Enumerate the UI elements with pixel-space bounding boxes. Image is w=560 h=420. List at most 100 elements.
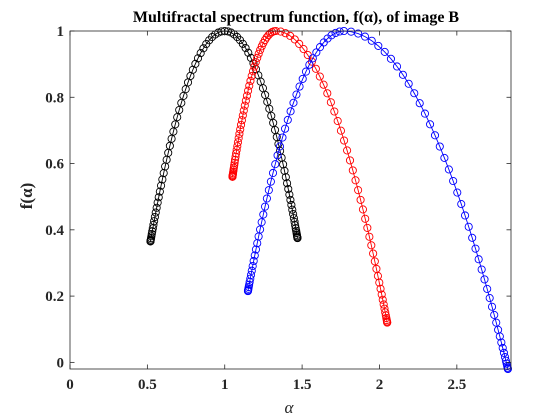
series-3-point: [273, 151, 282, 160]
series-2-point: [323, 89, 332, 98]
series-3-point: [268, 168, 278, 178]
axes-layer: 0 0.5 1 1.5 2 2.5 0 0.2 0.4 0.6 0.8 1: [45, 24, 512, 393]
series-3-point: [305, 60, 314, 69]
series-2-point: [239, 106, 248, 115]
series-3-point: [461, 211, 470, 220]
series-2-point: [356, 195, 365, 204]
series-3-point: [248, 262, 257, 271]
series-3-point: [444, 165, 453, 174]
series-2-point: [299, 45, 308, 54]
series-1-point: [289, 210, 298, 219]
series-2-point: [251, 58, 260, 67]
series-3-point: [298, 74, 307, 83]
series-layer: [146, 26, 512, 374]
series-3-point: [415, 99, 424, 108]
series-1-point: [293, 234, 302, 243]
x-tick-label: 2: [376, 377, 384, 393]
series-2-point: [237, 116, 246, 125]
series-1-point: [288, 205, 297, 214]
series-2-point: [351, 176, 360, 185]
series-3-point: [367, 36, 376, 45]
series-3-point: [308, 54, 317, 63]
series-2-point: [370, 257, 379, 266]
series-3-point: [257, 218, 266, 227]
series-3-point: [327, 31, 336, 40]
series-3-point: [498, 343, 507, 353]
series-1-point: [155, 187, 164, 196]
series-3-point: [495, 332, 504, 341]
series-3-point: [262, 194, 271, 203]
series-3-point: [483, 284, 492, 293]
series-3-point: [430, 131, 440, 140]
series-3-point: [264, 186, 273, 195]
series-2-point: [348, 166, 357, 175]
series-2-point: [256, 45, 265, 54]
series-2-point: [281, 29, 290, 38]
series-3-point: [485, 294, 494, 303]
series-2-point: [248, 67, 258, 76]
series-3-point: [480, 275, 489, 284]
series-2-point: [375, 278, 384, 287]
series-1-point: [149, 220, 158, 229]
series-2-point: [379, 300, 388, 309]
series-1-point: [286, 195, 295, 205]
series-3-point: [477, 265, 486, 274]
series-3-point: [283, 115, 292, 124]
series-1-point: [154, 193, 163, 202]
series-2-point: [244, 86, 253, 95]
series-2-point: [378, 295, 387, 304]
series-1-point: [280, 166, 289, 175]
series-2-point: [236, 125, 245, 134]
series-3-point: [295, 82, 304, 91]
series-2-point: [240, 101, 249, 110]
series-2-point: [236, 120, 246, 129]
series-1-point: [152, 203, 161, 212]
series-1-point: [208, 33, 217, 42]
series-2-point: [333, 116, 342, 126]
series-3-point: [331, 28, 340, 38]
series-2-point: [354, 186, 363, 195]
series-1-point: [157, 181, 166, 190]
axes-box: [69, 30, 512, 370]
series-2-point: [365, 232, 374, 241]
series-2-point: [254, 49, 263, 58]
series-2-point: [326, 98, 335, 107]
series-3-point: [453, 188, 462, 197]
series-1-point: [150, 212, 159, 222]
series-3-point: [249, 256, 258, 266]
series-2-point: [250, 62, 259, 71]
series-2-point: [230, 158, 239, 167]
series-1-point: [196, 49, 205, 58]
series-2-point: [383, 318, 392, 327]
series-1-point: [153, 198, 162, 207]
series-3-point: [426, 120, 435, 129]
series-2-point: [233, 142, 242, 151]
series-1-point: [238, 39, 247, 48]
series-3-point: [471, 244, 480, 253]
series-2-point: [232, 145, 241, 154]
series-2-point: [367, 241, 376, 250]
series-3-point: [474, 255, 483, 264]
series-3-point: [246, 270, 256, 279]
series-3-point: [464, 222, 473, 231]
series-1-point: [151, 208, 160, 217]
series-1-point: [193, 54, 203, 63]
series-2-point: [358, 205, 368, 214]
series-3-point: [435, 142, 444, 151]
series-2-point: [311, 64, 320, 73]
series-3-point: [457, 200, 466, 209]
series-3-point: [246, 274, 255, 283]
series-1-point: [287, 200, 296, 210]
series-2-point: [345, 156, 355, 165]
x-axis-label: α: [285, 398, 295, 417]
series-1-point: [169, 127, 178, 136]
series-3-point: [449, 176, 458, 186]
chart-title: Multifractal spectrum function, f(α), of…: [133, 9, 460, 26]
series-1-point: [150, 217, 159, 226]
y-tick-label: 1: [57, 24, 65, 40]
series-3-point: [278, 133, 287, 142]
series-3-point: [251, 245, 260, 254]
series-2-point: [242, 91, 251, 100]
series-1-point: [285, 190, 294, 199]
series-3-point: [497, 338, 506, 347]
